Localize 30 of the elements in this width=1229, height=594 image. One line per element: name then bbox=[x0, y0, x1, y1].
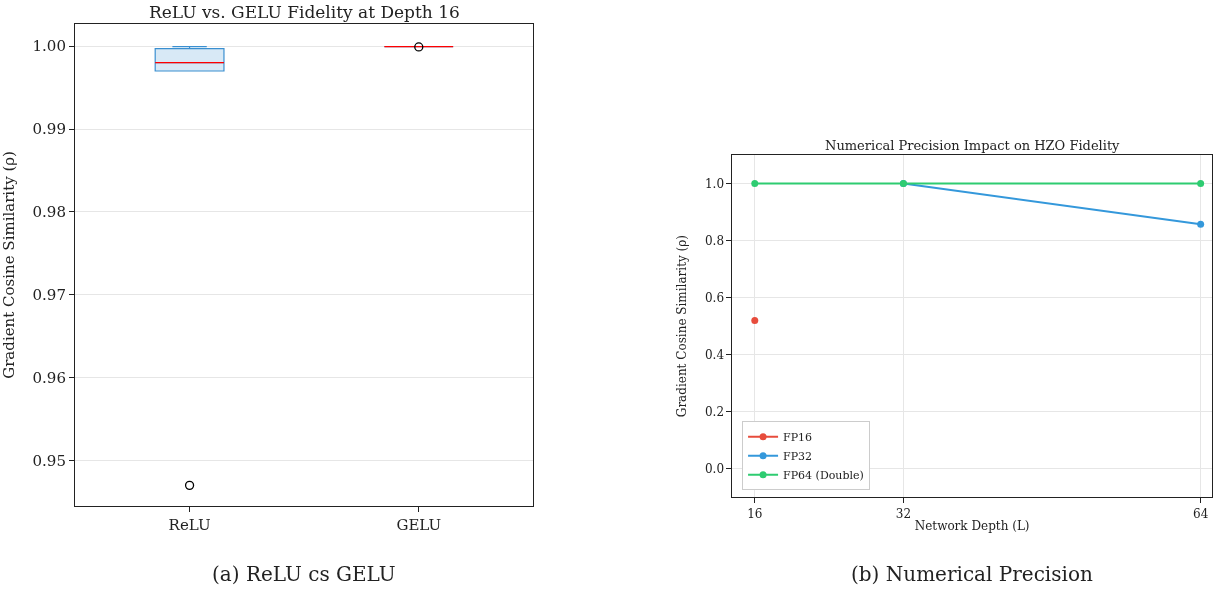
chart-title: Numerical Precision Impact on HZO Fidelity bbox=[825, 138, 1121, 153]
y-tick-label: 0.96 bbox=[32, 368, 66, 387]
y-tick-label: 0.0 bbox=[704, 461, 725, 476]
point bbox=[1197, 220, 1205, 228]
x-tick-label: GELU bbox=[396, 516, 442, 535]
y-tick-label: 0.95 bbox=[32, 451, 66, 470]
y-tick-label: 0.8 bbox=[704, 233, 725, 248]
point bbox=[1197, 180, 1205, 188]
legend-label: FP32 bbox=[783, 450, 813, 464]
y-axis-title: Gradient Cosine Similarity (ρ) bbox=[675, 235, 690, 418]
y-tick-label: 0.98 bbox=[32, 203, 66, 222]
x-axis-title: Network Depth (L) bbox=[914, 519, 1030, 534]
y-tick-label: 0.99 bbox=[32, 120, 66, 139]
legend-label: FP16 bbox=[783, 431, 813, 445]
chart-title: ReLU vs. GELU Fidelity at Depth 16 bbox=[149, 2, 460, 22]
text: (a) ReLU cs GELU bbox=[212, 562, 396, 586]
y-tick-label: 0.2 bbox=[704, 404, 725, 419]
y-tick-label: 0.6 bbox=[704, 290, 725, 305]
y-tick-label: 1.00 bbox=[32, 37, 66, 56]
legend-label: FP64 (Double) bbox=[783, 469, 864, 483]
y-tick-label: 0.4 bbox=[704, 347, 725, 362]
x-tick-label: 32 bbox=[895, 506, 912, 521]
y-tick-label: 0.97 bbox=[32, 286, 66, 305]
text: (b) Numerical Precision bbox=[851, 562, 1093, 586]
x-tick-label: 16 bbox=[747, 506, 763, 521]
point bbox=[751, 180, 759, 188]
y-tick-label: 1.0 bbox=[704, 176, 725, 191]
x-tick-label: 64 bbox=[1193, 506, 1209, 521]
x-tick-label: ReLU bbox=[168, 516, 211, 535]
y-axis-title: Gradient Cosine Similarity (ρ) bbox=[0, 151, 18, 379]
